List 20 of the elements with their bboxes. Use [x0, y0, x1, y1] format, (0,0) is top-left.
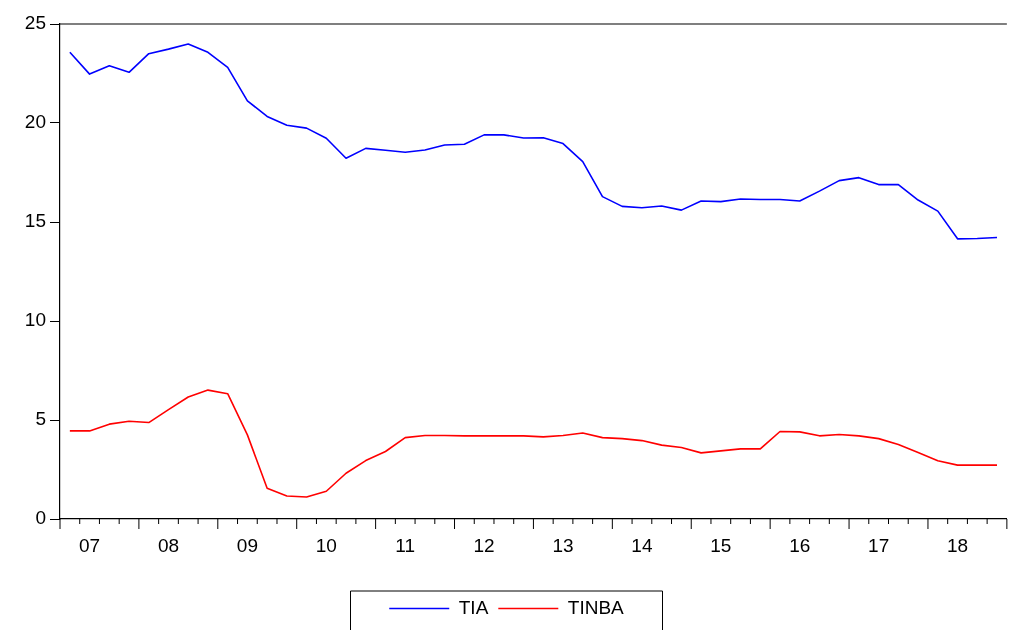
y-tick-label: 25 [24, 12, 46, 34]
y-tick-label: 20 [24, 111, 46, 133]
legend-label: TIA [458, 596, 489, 618]
x-tick-label: 10 [315, 534, 337, 556]
y-tick-label: 5 [35, 408, 46, 430]
x-tick-label: 13 [552, 534, 574, 556]
y-tick-label: 0 [35, 507, 46, 529]
x-tick-label: 09 [236, 534, 258, 556]
legend-label: TINBA [567, 596, 625, 618]
x-tick-label: 07 [79, 534, 101, 556]
x-tick-label: 12 [473, 534, 495, 556]
x-tick-label: 08 [157, 534, 180, 556]
x-tick-label: 11 [395, 534, 416, 556]
y-tick-label: 15 [24, 210, 46, 232]
x-tick-label: 16 [789, 534, 811, 556]
y-tick-label: 10 [24, 309, 46, 331]
x-tick-label: 18 [946, 534, 969, 556]
x-tick-label: 14 [631, 534, 653, 556]
x-tick-label: 15 [710, 534, 732, 556]
x-tick-label: 17 [868, 534, 890, 556]
